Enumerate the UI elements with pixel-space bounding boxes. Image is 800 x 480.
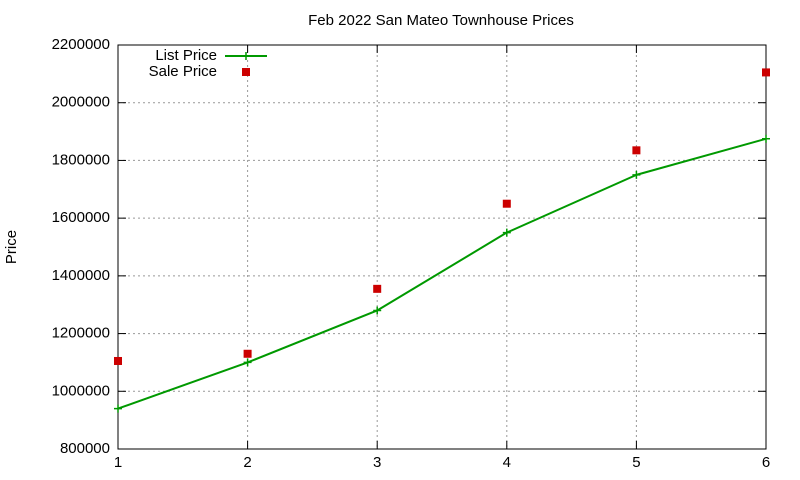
y-tick-label: 1800000	[52, 151, 110, 168]
point	[502, 228, 511, 237]
x-tick-label: 3	[373, 454, 381, 471]
chart-title: Feb 2022 San Mateo Townhouse Prices	[308, 12, 574, 29]
y-tick-label: 2000000	[52, 94, 110, 111]
plot-border	[117, 44, 767, 450]
point	[114, 356, 122, 365]
point	[373, 306, 382, 315]
point	[632, 146, 641, 155]
point	[114, 404, 122, 413]
x-tick-label: 4	[503, 454, 511, 471]
legend-swatch	[242, 52, 250, 60]
series-line	[117, 137, 767, 410]
y-tick-label: 800000	[60, 440, 110, 457]
point	[762, 68, 770, 77]
y-tick-label: 1000000	[52, 382, 110, 399]
y-tick-label: 1400000	[52, 267, 110, 284]
legend-label: Sale Price	[149, 63, 217, 80]
y-tick-label: 1200000	[52, 325, 110, 342]
y-tick-label: 2200000	[52, 36, 110, 53]
legend-swatch	[242, 68, 250, 76]
x-tick-label: 6	[762, 454, 770, 471]
point	[502, 199, 511, 208]
point	[373, 284, 382, 293]
point	[632, 170, 641, 179]
y-axis-label: Price	[3, 230, 20, 264]
x-tick-label: 2	[243, 454, 251, 471]
x-tick-label: 1	[114, 454, 122, 471]
point	[243, 358, 252, 367]
x-tick-label: 5	[632, 454, 640, 471]
legend-label: List Price	[155, 47, 217, 64]
y-tick-label: 1600000	[52, 209, 110, 226]
point	[762, 134, 770, 143]
point	[243, 349, 252, 358]
